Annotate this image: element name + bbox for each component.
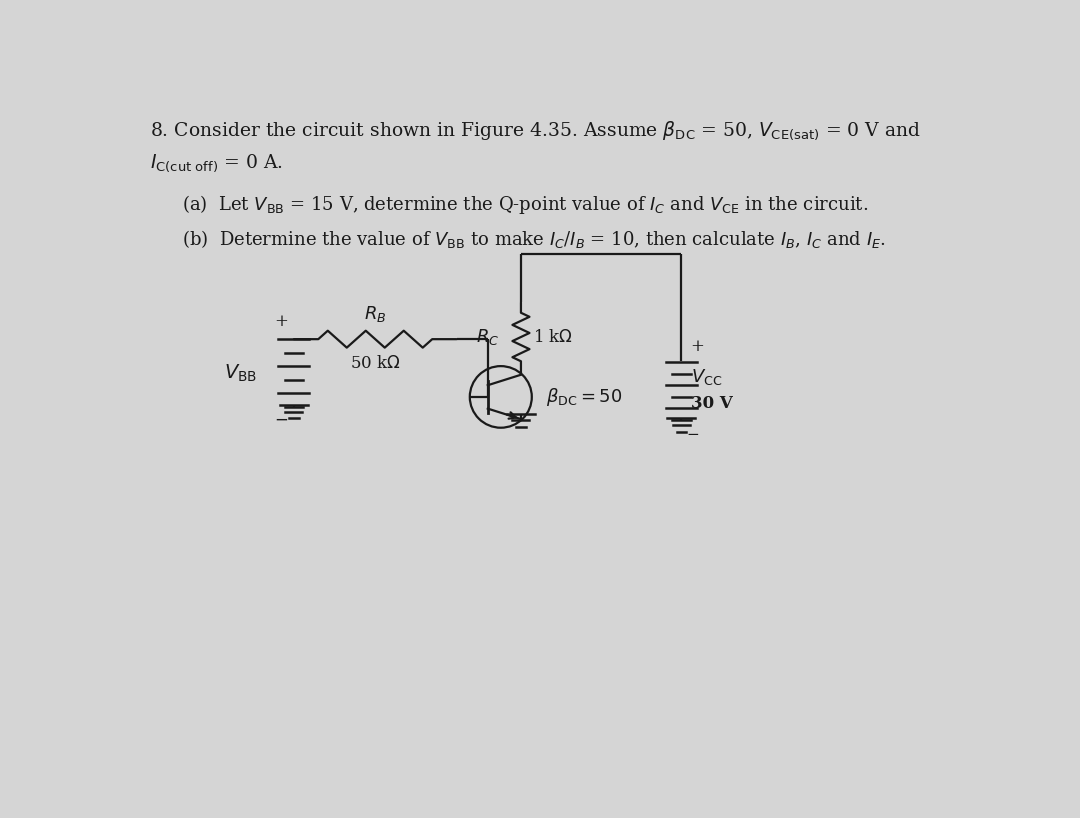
Text: $V_{\rm BB}$: $V_{\rm BB}$ <box>224 362 257 384</box>
Text: 8. Consider the circuit shown in Figure 4.35. Assume $\beta_{\rm DC}$ = 50, $V_{: 8. Consider the circuit shown in Figure … <box>150 119 921 142</box>
Text: $I_{\rm C(cut\ off)}$ = 0 A.: $I_{\rm C(cut\ off)}$ = 0 A. <box>150 153 283 174</box>
Text: $\beta_{\rm DC} = 50$: $\beta_{\rm DC} = 50$ <box>545 386 622 408</box>
Text: (b)  Determine the value of $V_{\rm BB}$ to make $I_C$/$I_B$ = 10, then calculat: (b) Determine the value of $V_{\rm BB}$ … <box>181 227 886 249</box>
Text: 50 k$\Omega$: 50 k$\Omega$ <box>350 354 401 371</box>
Text: 30 V: 30 V <box>691 395 732 412</box>
Text: 1 k$\Omega$: 1 k$\Omega$ <box>532 329 572 345</box>
Text: $-$: $-$ <box>686 426 699 440</box>
Text: +: + <box>691 338 704 354</box>
Text: $R_C$: $R_C$ <box>476 327 499 347</box>
Text: (a)  Let $V_{\rm BB}$ = 15 V, determine the Q-point value of $I_C$ and $V_{\rm C: (a) Let $V_{\rm BB}$ = 15 V, determine t… <box>181 193 867 216</box>
Text: $-$: $-$ <box>273 411 287 428</box>
Text: $V_{\rm CC}$: $V_{\rm CC}$ <box>691 367 721 387</box>
Text: +: + <box>273 313 287 330</box>
Text: $R_B$: $R_B$ <box>364 303 387 324</box>
